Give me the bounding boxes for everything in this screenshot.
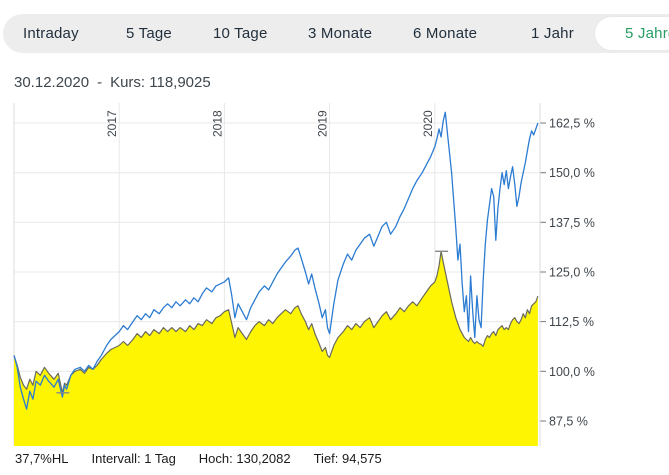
tab-intraday[interactable]: Intraday: [23, 25, 79, 42]
range-indicator: 37,7%HL: [15, 451, 69, 466]
fund-area-border: [13, 250, 539, 394]
crosshair-separator: -: [97, 74, 103, 91]
year-label: 2020: [421, 110, 435, 137]
tab-5-tage[interactable]: 5 Tage: [126, 25, 172, 42]
tab-10-tage[interactable]: 10 Tage: [213, 25, 268, 42]
crosshair-kurs: Kurs: 118,9025: [110, 74, 211, 91]
fund-area-fill: [14, 251, 538, 446]
tab-1-jahr[interactable]: 1 Jahr: [531, 25, 574, 42]
y-tick-label: 112,5 %: [549, 315, 594, 329]
year-label: 2019: [316, 110, 330, 137]
interval-label: Intervall: 1 Tag: [91, 451, 176, 466]
crosshair-date: 30.12.2020: [14, 74, 90, 91]
tab-3-monate[interactable]: 3 Monate: [308, 25, 373, 42]
y-tick-label: 125,0 %: [549, 265, 595, 279]
y-tick-label: 150,0 %: [549, 166, 595, 180]
low-label: Tief: 94,575: [313, 451, 382, 466]
chart-statusbar: 37,7%HL Intervall: 1 Tag Hoch: 130,2082 …: [15, 451, 382, 466]
tab-6-monate[interactable]: 6 Monate: [413, 25, 478, 42]
year-label: 2017: [105, 110, 119, 137]
time-range-tabbar: Intraday 5 Tage 10 Tage 3 Monate 6 Monat…: [3, 14, 669, 53]
y-tick-label: 162,5 %: [549, 117, 595, 131]
high-label: Hoch: 130,2082: [198, 451, 291, 466]
y-tick-label: 87,5 %: [549, 414, 588, 428]
tab-5-jahre-active[interactable]: 5 Jahre: [595, 17, 669, 50]
chart-plot-area[interactable]: [14, 103, 540, 446]
year-label: 2018: [210, 110, 224, 137]
crosshair-readout: 30.12.2020- Kurs: 118,9025: [14, 74, 211, 91]
benchmark-line: [13, 111, 539, 410]
y-tick-label: 137,5 %: [549, 216, 595, 230]
y-tick-label: 100,0 %: [549, 365, 595, 379]
